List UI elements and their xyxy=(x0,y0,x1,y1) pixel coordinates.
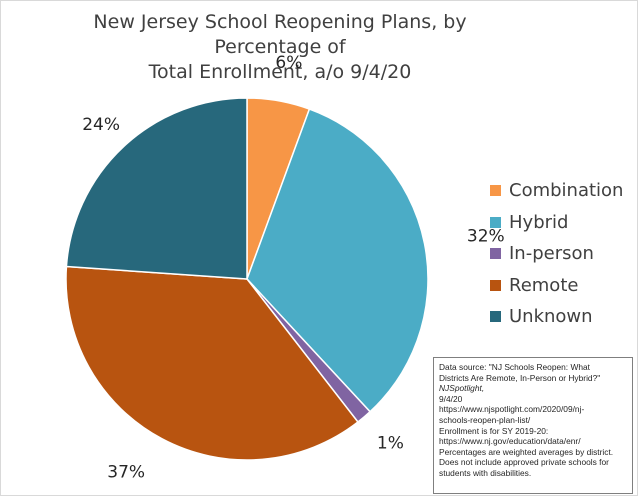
legend-label-combination: Combination xyxy=(509,180,624,202)
legend-label-remote: Remote xyxy=(509,274,579,296)
source-line-10: Does not include approved private school… xyxy=(439,457,609,468)
pie-label-unknown: 24% xyxy=(82,115,120,135)
source-note: Data source: "NJ Schools Reopen: What Di… xyxy=(433,357,633,494)
legend-item-hybrid: Hybrid xyxy=(490,207,623,239)
chart-title-line-2: Total Enrollment, a/o 9/4/20 xyxy=(148,61,412,83)
source-line-5: https://www.njspotlight.com/2020/09/nj- xyxy=(439,404,585,415)
legend-item-combination: Combination xyxy=(490,175,623,207)
pie-label-hybrid: 32% xyxy=(467,227,505,247)
legend-item-in-person: In-person xyxy=(490,238,623,270)
legend-label-unknown: Unknown xyxy=(509,306,593,328)
legend-swatch-combination xyxy=(490,185,501,197)
source-line-11: students with disabilities. xyxy=(439,467,532,478)
legend-label-in-person: In-person xyxy=(509,243,594,265)
legend-swatch-hybrid xyxy=(490,216,501,228)
legend-swatch-in-person xyxy=(490,248,501,260)
source-line-6: schools-reopen-plan-list/ xyxy=(439,414,531,425)
pie-label-combination: 6% xyxy=(275,53,302,73)
pie-label-remote: 37% xyxy=(107,462,145,482)
source-line-9: Percentages are weighted averages by dis… xyxy=(439,446,614,457)
source-line-1: Data source: "NJ Schools Reopen: What xyxy=(439,362,591,372)
legend-item-unknown: Unknown xyxy=(490,301,623,333)
legend-label-hybrid: Hybrid xyxy=(509,211,569,233)
source-line-4: 9/4/20 xyxy=(439,393,463,404)
chart-title: New Jersey School Reopening Plans, by Pe… xyxy=(40,10,520,85)
legend-swatch-unknown xyxy=(490,311,501,323)
pie-label-in-person: 1% xyxy=(377,433,404,453)
source-line-8: https://www.nj.gov/education/data/enr/ xyxy=(439,436,581,447)
legend-item-remote: Remote xyxy=(490,270,623,302)
chart-title-line-1: New Jersey School Reopening Plans, by Pe… xyxy=(93,11,467,58)
legend: Combination Hybrid In-person Remote Unkn… xyxy=(490,175,623,333)
pie-slice-unknown xyxy=(65,97,248,280)
source-line-2: Districts Are Remote, In-Person or Hybri… xyxy=(439,372,601,383)
source-line-3: NJSpotlight, xyxy=(439,383,485,394)
source-line-7: Enrollment is for SY 2019-20: xyxy=(439,425,549,436)
pie-slice-remote xyxy=(65,265,359,461)
legend-swatch-remote xyxy=(490,279,501,291)
pie-slice-hybrid xyxy=(246,108,429,413)
